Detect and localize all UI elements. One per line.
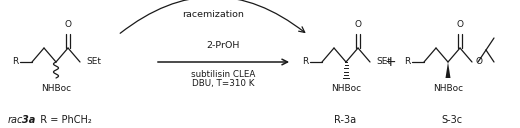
Text: R = PhCH₂: R = PhCH₂ xyxy=(34,115,92,125)
Text: 3a: 3a xyxy=(22,115,35,125)
Text: O: O xyxy=(457,20,463,29)
Text: rac: rac xyxy=(8,115,23,125)
Text: R-3a: R-3a xyxy=(334,115,356,125)
Text: SEt: SEt xyxy=(376,57,391,67)
Text: O: O xyxy=(64,20,72,29)
Text: R: R xyxy=(302,57,308,67)
Text: O: O xyxy=(475,57,482,67)
Text: 2-PrOH: 2-PrOH xyxy=(206,41,240,50)
Text: NHBoc: NHBoc xyxy=(41,84,71,93)
Text: NHBoc: NHBoc xyxy=(331,84,361,93)
Text: R: R xyxy=(404,57,410,67)
Text: DBU, T=310 K: DBU, T=310 K xyxy=(192,79,254,88)
FancyArrowPatch shape xyxy=(120,0,305,33)
Text: O: O xyxy=(355,20,361,29)
Text: R: R xyxy=(12,57,18,67)
Polygon shape xyxy=(446,62,450,78)
Text: NHBoc: NHBoc xyxy=(433,84,463,93)
Text: S-3c: S-3c xyxy=(441,115,463,125)
Text: +: + xyxy=(384,55,396,69)
Text: racemization: racemization xyxy=(182,10,244,19)
Text: subtilisin CLEA: subtilisin CLEA xyxy=(191,70,255,79)
Text: SEt: SEt xyxy=(86,57,101,67)
